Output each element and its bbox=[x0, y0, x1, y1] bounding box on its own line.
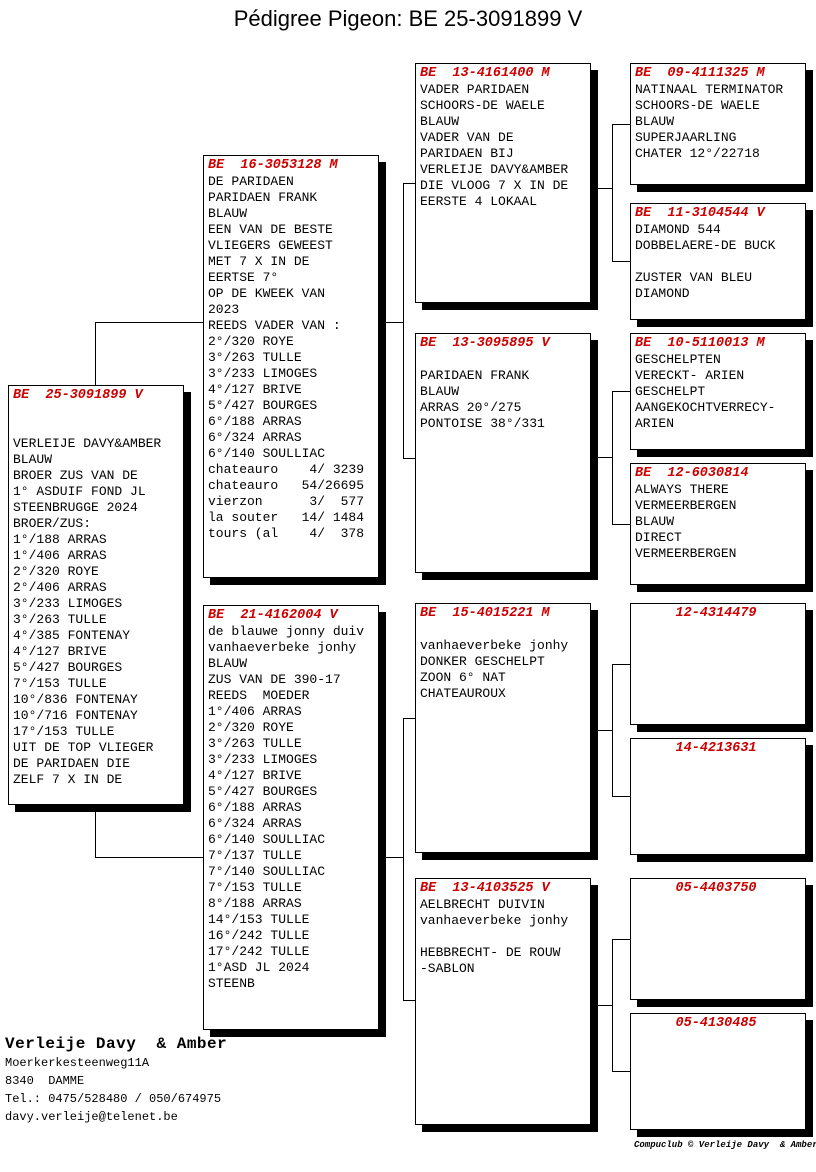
connector-line bbox=[612, 664, 613, 797]
connector-line bbox=[612, 939, 613, 1072]
connector-line bbox=[403, 718, 404, 1001]
pedigree-box-grandfather-maternal: BE 15-4015221 M vanhaeverbeke jonhy DONK… bbox=[415, 603, 591, 853]
ring-number: BE 09-4111325 M bbox=[635, 66, 765, 81]
connector-line bbox=[612, 391, 613, 525]
connector-line bbox=[612, 524, 630, 525]
pedigree-box-great-grandparent-1: BE 09-4111325 M NATINAAL TERMINATOR SCHO… bbox=[630, 63, 806, 185]
ring-number: BE 11-3104544 V bbox=[635, 206, 765, 221]
ring-number: BE 15-4015221 M bbox=[420, 606, 550, 621]
ring-number: BE 13-4103525 V bbox=[420, 881, 550, 896]
pigeon-notes: GESCHELPTEN VERECKT- ARIEN GESCHELPT AAN… bbox=[635, 352, 776, 431]
connector-line bbox=[95, 322, 96, 385]
ring-number: 12-4314479 bbox=[635, 606, 757, 621]
connector-line bbox=[612, 664, 630, 665]
connector-line bbox=[403, 718, 415, 719]
ring-number: 05-4130485 bbox=[635, 1016, 757, 1031]
pigeon-notes: DE PARIDAEN PARIDAEN FRANK BLAUW EEN VAN… bbox=[208, 174, 365, 541]
connector-line bbox=[95, 805, 96, 858]
connector-line bbox=[598, 730, 612, 731]
pigeon-notes: NATINAAL TERMINATOR SCHOORS-DE WAELE BLA… bbox=[635, 82, 784, 161]
pedigree-box-father: BE 16-3053128 M DE PARIDAEN PARIDAEN FRA… bbox=[203, 155, 379, 578]
pedigree-box-great-grandparent-2: BE 11-3104544 V DIAMOND 544 DOBBELAERE-D… bbox=[630, 203, 806, 320]
breeder-phone: Tel.: 0475/528480 / 050/674975 bbox=[5, 1092, 222, 1106]
connector-line bbox=[386, 322, 403, 323]
pedigree-box-great-grandparent-5: 12-4314479 bbox=[630, 603, 806, 725]
pigeon-notes: vanhaeverbeke jonhy DONKER GESCHELPT ZOO… bbox=[420, 638, 569, 701]
connector-line bbox=[612, 124, 630, 125]
connector-line bbox=[612, 124, 613, 262]
connector-line bbox=[612, 1071, 630, 1072]
ring-number: BE 10-5110013 M bbox=[635, 336, 765, 351]
connector-line bbox=[403, 458, 415, 459]
connector-line bbox=[612, 939, 630, 940]
ring-number: 14-4213631 bbox=[635, 741, 757, 756]
ring-number: BE 16-3053128 M bbox=[208, 158, 338, 173]
pigeon-notes: VERLEIJE DAVY&AMBER BLAUW BROER ZUS VAN … bbox=[13, 436, 162, 787]
pedigree-box-great-grandparent-3: BE 10-5110013 M GESCHELPTEN VERECKT- ARI… bbox=[630, 333, 806, 450]
connector-line bbox=[612, 796, 630, 797]
pigeon-notes: VADER PARIDAEN SCHOORS-DE WAELE BLAUW VA… bbox=[420, 82, 569, 209]
connector-line bbox=[403, 183, 404, 459]
connector-line bbox=[612, 391, 630, 392]
compuclub-credit: Compuclub © Verleije Davy & Amber bbox=[634, 1140, 816, 1150]
ring-number: 05-4403750 bbox=[635, 881, 757, 896]
pigeon-notes: DIAMOND 544 DOBBELAERE-DE BUCK ZUSTER VA… bbox=[635, 222, 776, 301]
connector-line bbox=[598, 457, 612, 458]
connector-line bbox=[95, 857, 203, 858]
connector-line bbox=[386, 857, 403, 858]
ring-number: BE 12-6030814 bbox=[635, 466, 749, 481]
connector-line bbox=[403, 183, 415, 184]
connector-line bbox=[598, 1005, 612, 1006]
pigeon-notes: PARIDAEN FRANK BLAUW ARRAS 20°/275 PONTO… bbox=[420, 368, 545, 431]
pedigree-box-grandmother-paternal: BE 13-3095895 V PARIDAEN FRANK BLAUW ARR… bbox=[415, 333, 591, 573]
page-title: Pédigree Pigeon: BE 25-3091899 V bbox=[233, 6, 583, 31]
connector-line bbox=[612, 261, 630, 262]
pedigree-box-mother: BE 21-4162004 V de blauwe jonny duiv van… bbox=[203, 605, 379, 1030]
pedigree-box-great-grandparent-6: 14-4213631 bbox=[630, 738, 806, 855]
pigeon-notes: AELBRECHT DUIVIN vanhaeverbeke jonhy HEB… bbox=[420, 897, 569, 976]
ring-number: BE 13-3095895 V bbox=[420, 336, 550, 351]
pedigree-box-subject: BE 25-3091899 V VERLEIJE DAVY&AMBER BLAU… bbox=[8, 385, 184, 805]
connector-line bbox=[598, 188, 612, 189]
breeder-street: Moerkerkesteenweg11A bbox=[5, 1056, 150, 1070]
pigeon-notes: ALWAYS THERE VERMEERBERGEN BLAUW DIRECT … bbox=[635, 482, 737, 561]
breeder-info: Verleije Davy & Amber Moerkerkesteenweg1… bbox=[5, 1034, 227, 1126]
ring-number: BE 25-3091899 V bbox=[13, 388, 143, 403]
pedigree-box-great-grandparent-8: 05-4130485 bbox=[630, 1013, 806, 1130]
pedigree-box-grandmother-maternal: BE 13-4103525 V AELBRECHT DUIVIN vanhaev… bbox=[415, 878, 591, 1125]
pigeon-notes: de blauwe jonny duiv vanhaeverbeke jonhy… bbox=[208, 624, 365, 991]
pedigree-box-grandfather-paternal: BE 13-4161400 M VADER PARIDAEN SCHOORS-D… bbox=[415, 63, 591, 303]
ring-number: BE 21-4162004 V bbox=[208, 608, 338, 623]
breeder-email: davy.verleije@telenet.be bbox=[5, 1110, 178, 1124]
breeder-city: 8340 DAMME bbox=[5, 1074, 85, 1088]
ring-number: BE 13-4161400 M bbox=[420, 66, 550, 81]
pedigree-box-great-grandparent-4: BE 12-6030814 ALWAYS THERE VERMEERBERGEN… bbox=[630, 463, 806, 585]
connector-line bbox=[95, 322, 203, 323]
breeder-name: Verleije Davy & Amber bbox=[5, 1035, 228, 1053]
pedigree-box-great-grandparent-7: 05-4403750 bbox=[630, 878, 806, 1000]
connector-line bbox=[403, 1000, 415, 1001]
